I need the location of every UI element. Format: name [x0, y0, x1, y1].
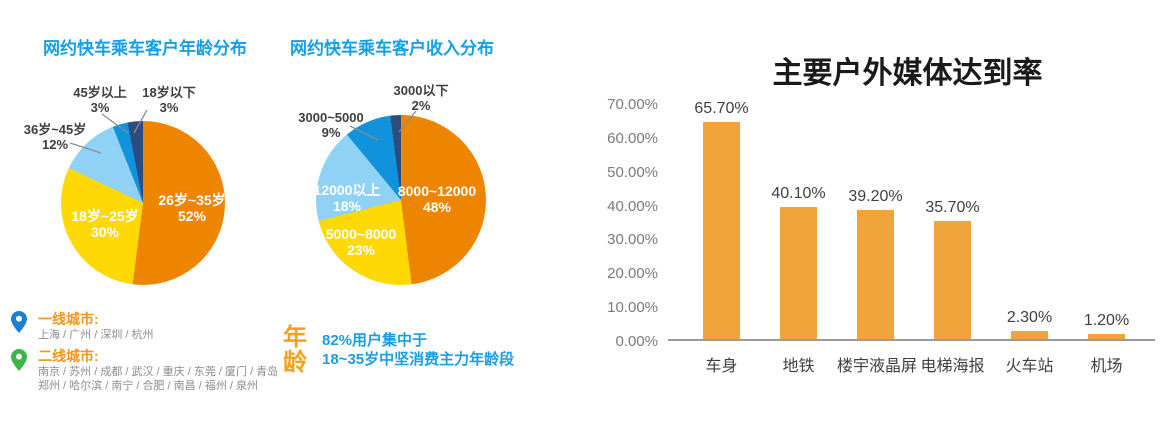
- category-label: 地铁: [782, 358, 815, 375]
- bar-dianti: [934, 221, 971, 339]
- y-tick: 70.00%: [607, 96, 658, 113]
- bar-group-huochezhan: 2.30%: [991, 90, 1068, 339]
- category-label: 电梯海报: [920, 358, 985, 375]
- age-slice-label-under18: 18岁以下 3%: [142, 85, 196, 115]
- age-slice-label-26to35: 26岁~35岁 52%: [158, 192, 226, 224]
- income-slice-label-8000to12000: 8000~12000 48%: [397, 183, 477, 215]
- bar-group-dianti: 35.70%: [914, 90, 991, 339]
- y-tick: 60.00%: [607, 129, 658, 147]
- bar-value-label: 1.20%: [1083, 312, 1130, 329]
- y-tick: 30.00%: [607, 231, 658, 249]
- y-tick: 0.00%: [615, 332, 658, 350]
- bar-cheshen: [703, 122, 740, 339]
- bar-group-jichang: 1.20%: [1068, 90, 1145, 339]
- income-slice-label-over12000: 12000以上 18%: [313, 182, 381, 214]
- bar-louyu: [857, 209, 894, 339]
- age-note-tag: 年 龄: [283, 324, 307, 376]
- bar-chart-title: 主要户外媒体达到率: [772, 57, 1043, 90]
- bar-group-cheshen: 65.70%: [683, 90, 760, 339]
- bar-chart-plot-area: 65.70% 40.10% 39.20% 35.70% 2.30% 1.20%: [683, 90, 1145, 339]
- age-slice-label-36to45: 36岁~45岁 12%: [23, 122, 87, 152]
- age-slice-label-18to25: 18岁~25岁 30%: [71, 208, 139, 240]
- category-label: 机场: [1090, 358, 1123, 375]
- income-pie-title: 网约快车乘车客户收入分布: [290, 39, 494, 58]
- tier2-cities-list: 南京 / 苏州 / 成都 / 武汉 / 重庆 / 东莞 / 厦门 / 青岛 郑州…: [38, 366, 279, 392]
- category-label: 火车站: [1005, 358, 1054, 375]
- category-label: 车身: [705, 358, 738, 375]
- y-tick: 20.00%: [607, 265, 658, 283]
- age-slice-label-45plus: 45岁以上 3%: [73, 85, 127, 115]
- bar-value-label: 39.20%: [848, 187, 903, 205]
- tier1-cities-list: 上海 / 广州 / 深圳 / 杭州: [38, 329, 154, 341]
- income-pie-chart: [316, 115, 486, 285]
- bar-group-ditie: 40.10%: [760, 90, 837, 339]
- age-note-text: 82%用户集中于 18~35岁中坚消费主力年龄段: [322, 332, 515, 368]
- tier2-map-pin-icon: [11, 349, 27, 371]
- bar-value-label: 40.10%: [771, 184, 826, 202]
- income-slice-label-3000to5000: 3000~5000 9%: [298, 110, 364, 140]
- bar-value-label: 65.70%: [694, 100, 749, 118]
- tier1-cities-label: 一线城市:: [38, 311, 99, 327]
- y-tick: 10.00%: [607, 299, 658, 317]
- tier1-map-pin-icon: [11, 311, 27, 333]
- y-tick: 50.00%: [607, 163, 658, 181]
- bar-chart-category-labels: 车身 地铁 楼宇液晶屏 电梯海报 火车站 机场: [683, 352, 1145, 376]
- bar-chart-x-axis-line: [668, 339, 1155, 341]
- y-tick: 40.00%: [607, 197, 658, 215]
- bar-value-label: 2.30%: [1006, 309, 1053, 327]
- category-label: 楼宇液晶屏: [837, 358, 918, 375]
- bar-value-label: 35.70%: [925, 199, 980, 217]
- bar-ditie: [780, 206, 817, 339]
- age-pie-title: 网约快车乘车客户年龄分布: [43, 39, 247, 58]
- bar-group-louyu: 39.20%: [837, 90, 914, 339]
- bar-chart-y-axis: 70.00% 60.00% 50.00% 40.00% 30.00% 20.00…: [560, 95, 658, 352]
- tier2-cities-label: 二线城市:: [38, 348, 99, 364]
- bar-jichang: [1088, 334, 1125, 339]
- bar-huochezhan: [1011, 331, 1048, 339]
- income-slice-label-5000to8000: 5000~8000 23%: [325, 226, 397, 258]
- income-slice-label-under3000: 3000以下 2%: [393, 83, 449, 113]
